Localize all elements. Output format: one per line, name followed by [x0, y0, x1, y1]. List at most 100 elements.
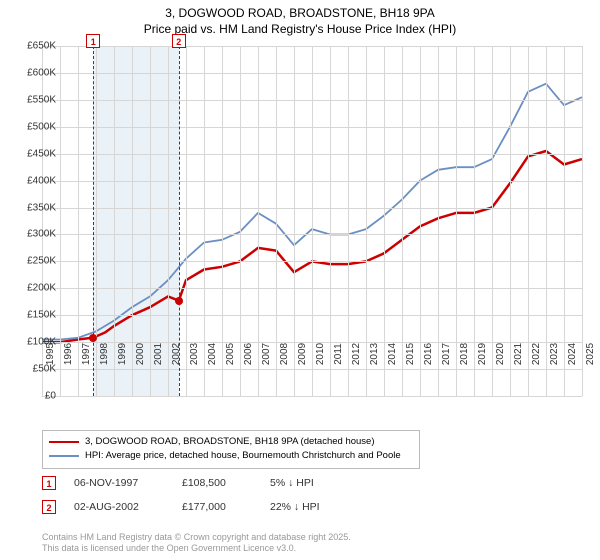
ytick-label: £650K — [27, 41, 56, 52]
xtick-label: 2015 — [405, 343, 416, 365]
xtick-label: 2024 — [567, 343, 578, 365]
legend-swatch — [49, 441, 79, 444]
sale-delta: 22% ↓ HPI — [270, 501, 350, 513]
gridline-vertical — [240, 46, 241, 396]
gridline-vertical — [96, 46, 97, 396]
xtick-label: 2021 — [513, 343, 524, 365]
gridline-vertical — [78, 46, 79, 396]
ytick-label: £600K — [27, 67, 56, 78]
gridline-vertical — [528, 46, 529, 396]
sale-price: £108,500 — [182, 477, 252, 489]
xtick-label: 2025 — [585, 343, 596, 365]
sale-row: 1 06-NOV-1997 £108,500 5% ↓ HPI — [42, 476, 350, 490]
xtick-label: 1998 — [99, 343, 110, 365]
legend-row: 3, DOGWOOD ROAD, BROADSTONE, BH18 9PA (d… — [49, 435, 413, 449]
xtick-label: 2002 — [171, 343, 182, 365]
marker-label-box: 1 — [86, 34, 100, 48]
sale-dot — [89, 334, 97, 342]
gridline-vertical — [510, 46, 511, 396]
gridline-vertical — [60, 46, 61, 396]
sale-date: 02-AUG-2002 — [74, 501, 164, 513]
marker-label-box: 2 — [172, 34, 186, 48]
ytick-label: £250K — [27, 256, 56, 267]
gridline-vertical — [474, 46, 475, 396]
gridline-vertical — [312, 46, 313, 396]
xtick-label: 2010 — [315, 343, 326, 365]
ytick-label: £50K — [33, 364, 56, 375]
ytick-label: £200K — [27, 283, 56, 294]
xtick-label: 2011 — [333, 343, 344, 365]
xtick-label: 2022 — [531, 343, 542, 365]
xtick-label: 2000 — [135, 343, 146, 365]
xtick-label: 2009 — [297, 343, 308, 365]
gridline-vertical — [132, 46, 133, 396]
gridline-vertical — [276, 46, 277, 396]
gridline-vertical — [348, 46, 349, 396]
xtick-label: 2023 — [549, 343, 560, 365]
dashed-marker-line — [93, 46, 94, 396]
gridline-vertical — [438, 46, 439, 396]
xtick-label: 2007 — [261, 343, 272, 365]
gridline-vertical — [330, 46, 331, 396]
sale-date: 06-NOV-1997 — [74, 477, 164, 489]
footer-attribution: Contains HM Land Registry data © Crown c… — [42, 532, 351, 554]
xtick-label: 2004 — [207, 343, 218, 365]
gridline-vertical — [222, 46, 223, 396]
xtick-label: 2008 — [279, 343, 290, 365]
chart-container: 3, DOGWOOD ROAD, BROADSTONE, BH18 9PA Pr… — [0, 0, 600, 560]
xtick-label: 2014 — [387, 343, 398, 365]
gridline-vertical — [114, 46, 115, 396]
gridline-vertical — [258, 46, 259, 396]
sale-dot — [175, 297, 183, 305]
gridline-vertical — [582, 46, 583, 396]
gridline-vertical — [150, 46, 151, 396]
footer-line1: Contains HM Land Registry data © Crown c… — [42, 532, 351, 543]
ytick-label: £150K — [27, 310, 56, 321]
gridline-vertical — [168, 46, 169, 396]
gridline-horizontal — [42, 396, 582, 397]
xtick-label: 2016 — [423, 343, 434, 365]
gridline-vertical — [456, 46, 457, 396]
legend-text: HPI: Average price, detached house, Bour… — [85, 449, 401, 463]
sale-marker-box: 2 — [42, 500, 56, 514]
gridline-vertical — [186, 46, 187, 396]
gridline-vertical — [366, 46, 367, 396]
sale-marker-box: 1 — [42, 476, 56, 490]
sale-price: £177,000 — [182, 501, 252, 513]
legend-box: 3, DOGWOOD ROAD, BROADSTONE, BH18 9PA (d… — [42, 430, 420, 469]
xtick-label: 1996 — [63, 343, 74, 365]
xtick-label: 1997 — [81, 343, 92, 365]
legend-text: 3, DOGWOOD ROAD, BROADSTONE, BH18 9PA (d… — [85, 435, 375, 449]
gridline-vertical — [402, 46, 403, 396]
gridline-vertical — [564, 46, 565, 396]
legend-row: HPI: Average price, detached house, Bour… — [49, 449, 413, 463]
sale-delta: 5% ↓ HPI — [270, 477, 350, 489]
xtick-label: 2019 — [477, 343, 488, 365]
xtick-label: 2012 — [351, 343, 362, 365]
ytick-label: £400K — [27, 175, 56, 186]
xtick-label: 2013 — [369, 343, 380, 365]
gridline-vertical — [420, 46, 421, 396]
legend-swatch — [49, 455, 79, 457]
ytick-label: £550K — [27, 94, 56, 105]
xtick-label: 2001 — [153, 343, 164, 365]
gridline-vertical — [546, 46, 547, 396]
ytick-label: £500K — [27, 121, 56, 132]
xtick-label: 2003 — [189, 343, 200, 365]
xtick-label: 1999 — [117, 343, 128, 365]
footer-line2: This data is licensed under the Open Gov… — [42, 543, 351, 554]
xtick-label: 2005 — [225, 343, 236, 365]
gridline-vertical — [204, 46, 205, 396]
xtick-label: 2017 — [441, 343, 452, 365]
gridline-vertical — [384, 46, 385, 396]
gridline-vertical — [492, 46, 493, 396]
xtick-label: 2020 — [495, 343, 506, 365]
title-block: 3, DOGWOOD ROAD, BROADSTONE, BH18 9PA Pr… — [0, 0, 600, 37]
title-address: 3, DOGWOOD ROAD, BROADSTONE, BH18 9PA — [0, 6, 600, 22]
ytick-label: £450K — [27, 148, 56, 159]
xtick-label: 2018 — [459, 343, 470, 365]
ytick-label: £350K — [27, 202, 56, 213]
gridline-vertical — [294, 46, 295, 396]
sale-row: 2 02-AUG-2002 £177,000 22% ↓ HPI — [42, 500, 350, 514]
xtick-label: 2006 — [243, 343, 254, 365]
